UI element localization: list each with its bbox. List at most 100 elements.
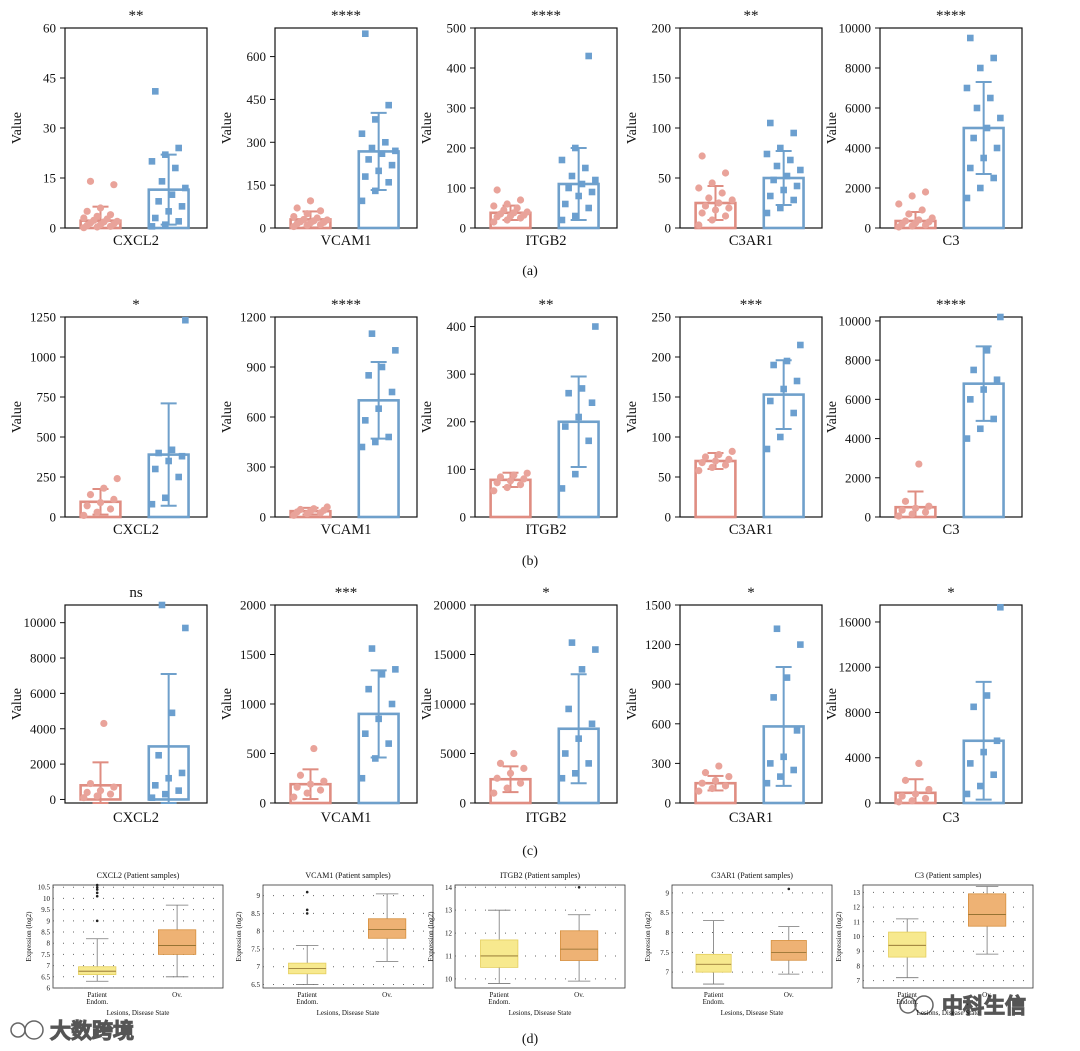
data-point-control	[293, 783, 301, 791]
watermark-right: 中科生信	[899, 994, 1027, 1019]
data-point-case	[362, 30, 369, 38]
y-axis-label: Expression (log2)	[644, 911, 652, 962]
data-point-control	[506, 477, 515, 485]
y-tick-label: 2000	[845, 470, 871, 485]
data-point-case	[777, 773, 784, 780]
y-tick-label: 900	[247, 360, 267, 375]
data-point-control	[725, 773, 733, 781]
y-tick-label: 750	[37, 390, 57, 405]
data-point-control	[106, 505, 115, 513]
data-point-case	[562, 750, 569, 757]
y-tick-label: 6000	[845, 392, 871, 407]
y-tick-label: 11	[853, 918, 860, 926]
data-point-case	[358, 130, 366, 138]
data-point-control	[721, 212, 730, 220]
data-point-case	[790, 196, 797, 204]
y-tick-label: 1000	[30, 350, 56, 365]
y-tick-label: 8.5	[41, 929, 50, 937]
data-point-case	[763, 779, 771, 787]
data-point-case	[790, 409, 797, 417]
data-point-control	[708, 216, 716, 224]
y-tick-label: 250	[652, 310, 672, 325]
data-point-control	[905, 210, 913, 218]
y-tick-label: 8000	[845, 705, 871, 720]
plot-frame	[274, 316, 418, 518]
y-tick-label: 8.5	[251, 910, 260, 918]
significance-label: ****	[331, 8, 361, 24]
boxplot-title: C3AR1 (Patient samples)	[711, 871, 793, 880]
y-tick-label: 10.5	[38, 884, 51, 892]
data-point-case	[158, 601, 166, 609]
data-point-case	[148, 158, 156, 165]
data-point-control	[96, 499, 105, 507]
data-point-case	[977, 425, 984, 433]
data-point-case	[773, 625, 781, 633]
data-point-case	[575, 192, 582, 200]
data-point-case	[585, 437, 592, 445]
box	[560, 930, 599, 961]
y-tick-label: 0	[50, 221, 57, 236]
box	[770, 940, 807, 961]
chart-a-vcam1: 0 150 300 450 600 Value **** VCAM1	[220, 8, 418, 249]
y-tick-label: 10	[853, 933, 861, 941]
data-point-control	[516, 196, 525, 204]
boxplot-frame	[454, 884, 626, 989]
y-tick-label: 1500	[645, 598, 671, 613]
data-point-control	[110, 181, 118, 189]
y-tick-label: 50	[658, 171, 671, 186]
boxplot-title: CXCL2 (Patient samples)	[97, 871, 180, 880]
plot-frame	[274, 604, 418, 804]
y-tick-label: 2000	[30, 757, 56, 772]
outlier-point	[787, 887, 791, 891]
y-tick-label: 10	[445, 975, 453, 983]
data-point-case	[575, 413, 582, 421]
gene-label: C3AR1	[729, 810, 773, 826]
y-tick-label: 6000	[30, 686, 56, 701]
data-point-case	[565, 389, 572, 397]
data-point-control	[708, 179, 716, 187]
data-point-case	[983, 347, 991, 354]
y-axis-label: Expression (log2)	[25, 911, 33, 962]
data-point-case	[378, 671, 386, 678]
data-point-case	[178, 452, 186, 460]
y-tick-label: 8000	[845, 353, 871, 368]
data-point-case	[388, 161, 396, 169]
data-point-control	[711, 457, 720, 465]
y-tick-label: 12	[445, 930, 453, 938]
plot-frame	[679, 316, 823, 518]
data-point-case	[162, 151, 169, 158]
y-tick-label: 45	[43, 71, 56, 86]
data-point-case	[568, 172, 576, 180]
data-point-case	[777, 144, 784, 152]
outlier-point	[95, 883, 99, 887]
y-axis-label: Value	[825, 688, 840, 720]
data-point-case	[997, 313, 1004, 321]
outlier-point	[95, 891, 99, 895]
data-point-control	[725, 455, 733, 463]
y-tick-label: 10000	[839, 21, 872, 36]
plot-frame	[879, 316, 1023, 518]
significance-label: ****	[331, 297, 361, 313]
data-point-case	[980, 154, 987, 162]
data-point-control	[490, 202, 498, 210]
data-point-control	[490, 789, 498, 797]
y-tick-label: 8	[666, 929, 670, 937]
data-point-case	[572, 212, 579, 220]
y-tick-label: 200	[447, 414, 467, 429]
y-tick-label: 500	[247, 746, 267, 761]
y-tick-label: 200	[652, 21, 672, 36]
data-point-case	[565, 705, 572, 713]
gene-label: ITGB2	[525, 233, 566, 249]
data-point-case	[162, 790, 169, 798]
data-point-control	[715, 451, 723, 459]
data-point-case	[182, 184, 189, 192]
data-point-control	[83, 207, 91, 215]
data-point-case	[575, 735, 582, 742]
category-label-endom-line1: Patient	[704, 991, 723, 999]
y-tick-label: 8000	[845, 61, 871, 76]
data-point-control	[928, 214, 936, 222]
data-point-case	[780, 186, 787, 194]
data-point-control	[520, 475, 528, 483]
data-point-control	[296, 771, 305, 779]
category-label-ov: Ov.	[172, 991, 182, 999]
